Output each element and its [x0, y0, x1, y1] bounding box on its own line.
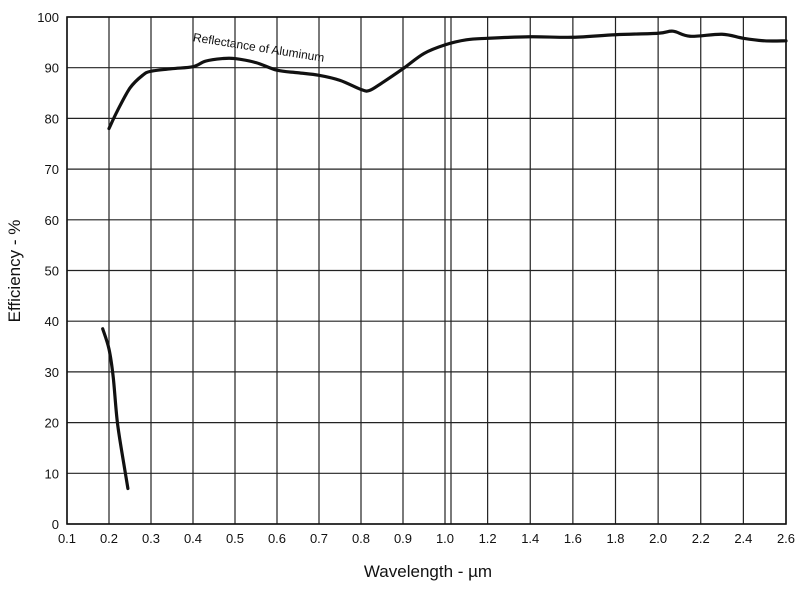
x-tick-label: 1.0 [436, 531, 454, 546]
y-tick-label: 20 [45, 416, 59, 431]
x-tick-label: 2.2 [692, 531, 710, 546]
y-axis-title: Efficiency - % [5, 220, 24, 323]
series-line-1 [107, 29, 788, 131]
x-tick-label: 0.2 [100, 531, 118, 546]
x-tick-label: 2.6 [777, 531, 795, 546]
y-tick-label: 60 [45, 213, 59, 228]
x-tick-label: 2.0 [649, 531, 667, 546]
y-tick-label: 70 [45, 162, 59, 177]
x-tick-label: 0.3 [142, 531, 160, 546]
x-tick-label: 0.6 [268, 531, 286, 546]
y-tick-label: 0 [52, 517, 59, 532]
x-tick-label: 0.8 [352, 531, 370, 546]
y-tick-label: 90 [45, 61, 59, 76]
x-tick-label: 1.2 [479, 531, 497, 546]
y-tick-label: 40 [45, 314, 59, 329]
y-tick-label: 100 [37, 10, 59, 25]
series-line-2 [101, 327, 130, 491]
x-tick-label: 0.9 [394, 531, 412, 546]
x-tick-label: 2.4 [734, 531, 752, 546]
grid [66, 16, 787, 525]
y-tick-label: 80 [45, 111, 59, 126]
x-tick-label: 0.1 [58, 531, 76, 546]
x-tick-label: 1.6 [564, 531, 582, 546]
y-tick-label: 30 [45, 365, 59, 380]
tick-labels: 0.1 0.2 0.3 0.4 0.5 0.6 0.7 0.8 0.9 1.0 1.2 1.4 1.6 1… [37, 10, 795, 546]
y-tick-label: 10 [45, 466, 59, 481]
series-layer [101, 29, 788, 491]
x-tick-label: 1.8 [606, 531, 624, 546]
x-tick-label: 0.4 [184, 531, 202, 546]
x-tick-label: 1.4 [521, 531, 539, 546]
plot-frame [66, 16, 787, 525]
x-tick-label: 0.5 [226, 531, 244, 546]
x-axis-title: Wavelength - µm [364, 562, 492, 581]
x-tick-label: 0.7 [310, 531, 328, 546]
y-tick-label: 50 [45, 264, 59, 279]
